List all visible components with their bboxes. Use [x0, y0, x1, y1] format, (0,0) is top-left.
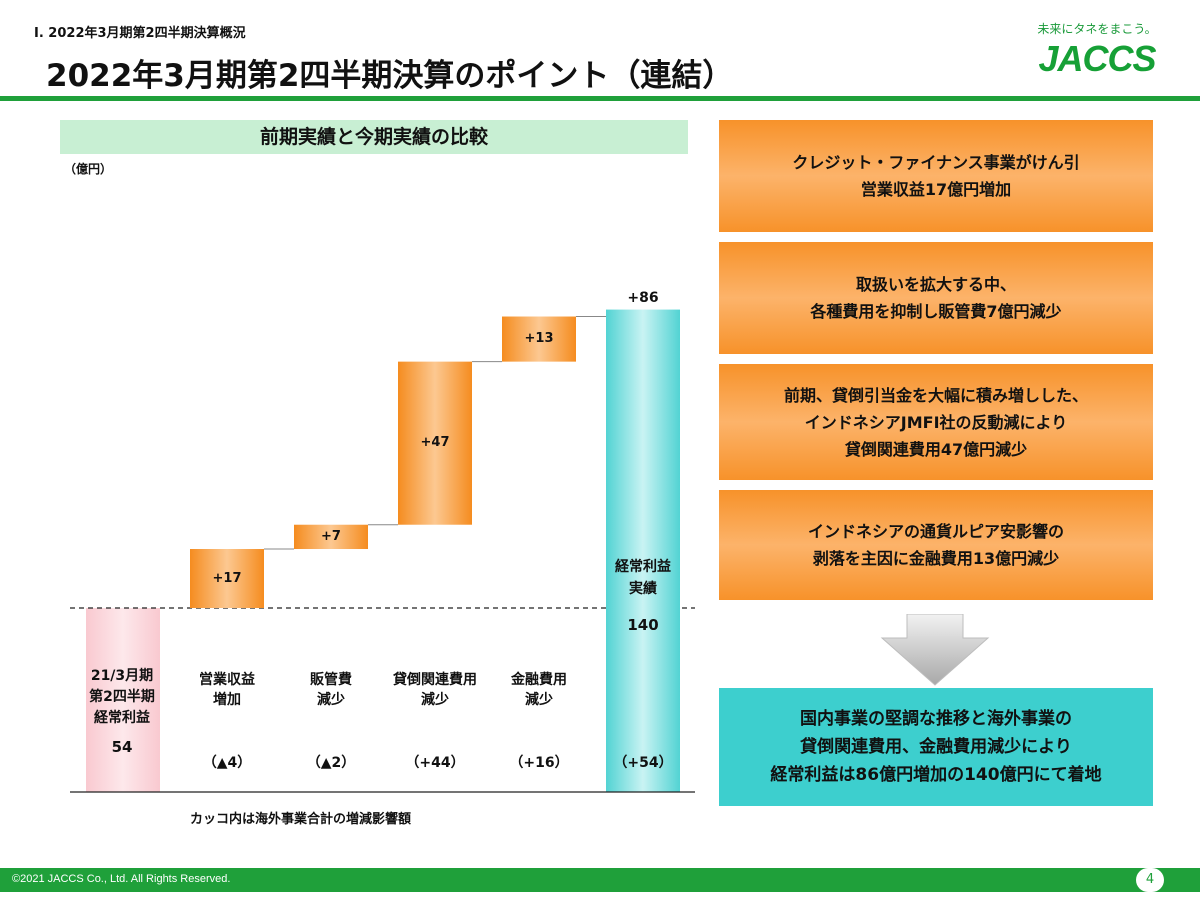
logo-wordmark: JACCS	[1038, 38, 1156, 79]
waterfall-step-bar	[398, 361, 472, 525]
company-logo: 未来にタネをまこう。 JACCS	[1032, 20, 1162, 90]
step-overseas-impact: （▲2）	[306, 755, 356, 771]
total-bar-label: 経常利益 実績	[615, 559, 671, 597]
total-change-label: +86	[627, 290, 659, 306]
step-category-label: 貸倒関連費用 減少	[393, 672, 477, 708]
footer-bar: ©2021 JACCS Co., Ltd. All Rights Reserve…	[0, 868, 1200, 892]
step-category-label: 金融費用 減少	[511, 672, 567, 708]
step-overseas-impact: （▲4）	[202, 755, 252, 771]
point-box-3: 前期、貸倒引当金を大幅に積み増しした、 インドネシアJMFI社の反動減により 貸…	[719, 364, 1153, 480]
section-label: Ⅰ. 2022年3月期第2四半期決算概況	[34, 26, 246, 41]
step-category-label: 販管費 減少	[310, 672, 352, 708]
step-category-label: 営業収益 増加	[199, 672, 255, 708]
waterfall-step-bar	[294, 524, 368, 550]
copyright-text: ©2021 JACCS Co., Ltd. All Rights Reserve…	[12, 873, 231, 885]
conclusion-box: 国内事業の堅調な推移と海外事業の 貸倒関連費用、金融費用減少により 経常利益は8…	[719, 688, 1153, 806]
step-value-label: +17	[212, 570, 242, 586]
waterfall-step-bar	[502, 316, 576, 362]
waterfall-step-bar	[190, 549, 264, 608]
step-value-label: +13	[524, 331, 554, 347]
total-bar	[606, 309, 680, 792]
step-overseas-impact: （+16）	[509, 755, 569, 771]
step-value-label: +7	[321, 528, 341, 544]
page-number: 4	[1136, 868, 1164, 892]
total-overseas-impact: （+54）	[613, 755, 673, 771]
step-value-label: +47	[420, 435, 450, 451]
point-box-4: インドネシアの通貨ルピア安影響の 剥落を主因に金融費用13億円減少	[719, 490, 1153, 600]
page-title: 2022年3月期第2四半期決算のポイント（連結）	[46, 58, 734, 94]
chart-heading: 前期実績と今期実績の比較	[60, 120, 688, 154]
start-bar-label: 21/3月期 第2四半期 経常利益	[89, 668, 155, 726]
logo-tagline: 未来にタネをまこう。	[1037, 22, 1157, 36]
total-bar-value: 140	[627, 616, 659, 634]
chart-unit: （億円）	[64, 162, 113, 176]
chart-footnote: カッコ内は海外事業合計の増減影響額	[190, 812, 412, 827]
start-bar	[86, 608, 160, 792]
step-overseas-impact: （+44）	[405, 755, 465, 771]
header-divider	[0, 96, 1200, 101]
point-box-2: 取扱いを拡大する中、 各種費用を抑制し販管費7億円減少	[719, 242, 1153, 354]
point-box-1: クレジット・ファイナンス事業がけん引 営業収益17億円増加	[719, 120, 1153, 232]
start-bar-value: 54	[111, 738, 133, 756]
down-arrow-icon	[880, 614, 990, 686]
